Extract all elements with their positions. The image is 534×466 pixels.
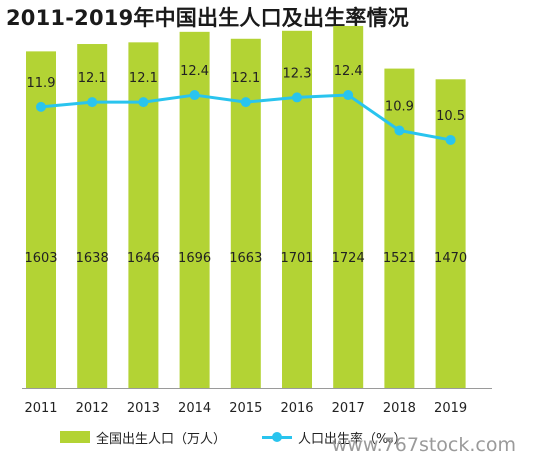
bar xyxy=(435,79,466,389)
line-value-label: 12.1 xyxy=(231,71,260,86)
bar xyxy=(77,44,108,389)
legend-item-birthrate: 人口出生率（‰） xyxy=(262,428,407,447)
line-point xyxy=(292,92,302,103)
watermark: www.767stock.com xyxy=(331,434,516,456)
line-point xyxy=(240,97,251,108)
bar xyxy=(179,31,210,389)
bar-value-label: 1603 xyxy=(24,251,57,266)
line-value-label: 12.4 xyxy=(180,64,209,79)
x-tick-label: 2013 xyxy=(127,401,160,416)
bar xyxy=(128,42,159,389)
x-tick-label: 2016 xyxy=(280,401,313,416)
line-point xyxy=(343,90,354,101)
bar-value-label: 1696 xyxy=(178,251,211,266)
line-value-label: 12.1 xyxy=(129,71,158,86)
bar xyxy=(230,38,261,389)
bar-value-label: 1521 xyxy=(383,251,416,266)
line-point xyxy=(189,90,200,101)
line-value-label: 10.5 xyxy=(436,109,465,124)
x-tick-label: 2014 xyxy=(178,401,211,416)
bar-value-label: 1663 xyxy=(229,251,262,266)
line-point xyxy=(445,134,456,145)
bar-value-label: 1646 xyxy=(127,251,160,266)
line-value-label: 10.9 xyxy=(385,99,414,114)
legend-label-birthrate: 人口出生率（‰） xyxy=(298,431,407,447)
x-tick-label: 2017 xyxy=(332,401,365,416)
bar xyxy=(282,30,312,388)
bar-value-label: 1701 xyxy=(280,251,313,266)
x-tick-label: 2015 xyxy=(229,401,262,416)
legend-swatch-bar xyxy=(60,431,90,443)
legend-label-births: 全国出生人口（万人） xyxy=(96,431,227,447)
line-point xyxy=(138,97,149,108)
bar-value-label: 1470 xyxy=(434,251,467,266)
legend-swatch-line xyxy=(262,431,292,443)
bar-value-label: 1638 xyxy=(76,251,109,266)
line-point xyxy=(394,125,405,136)
bar-value-label: 1724 xyxy=(332,251,365,266)
bar xyxy=(333,25,364,389)
line-value-label: 12.4 xyxy=(334,64,363,79)
line-value-label: 12.1 xyxy=(78,71,107,86)
line-value-label: 11.9 xyxy=(27,76,56,91)
bar xyxy=(384,68,415,388)
line-point xyxy=(36,101,46,112)
line-point xyxy=(87,97,98,108)
x-tick-label: 2012 xyxy=(76,401,109,416)
x-tick-label: 2019 xyxy=(434,401,467,416)
line-value-label: 12.3 xyxy=(283,66,312,81)
legend-item-births: 全国出生人口（万人） xyxy=(60,428,227,447)
x-tick-label: 2011 xyxy=(24,401,57,416)
x-tick-label: 2018 xyxy=(383,401,416,416)
